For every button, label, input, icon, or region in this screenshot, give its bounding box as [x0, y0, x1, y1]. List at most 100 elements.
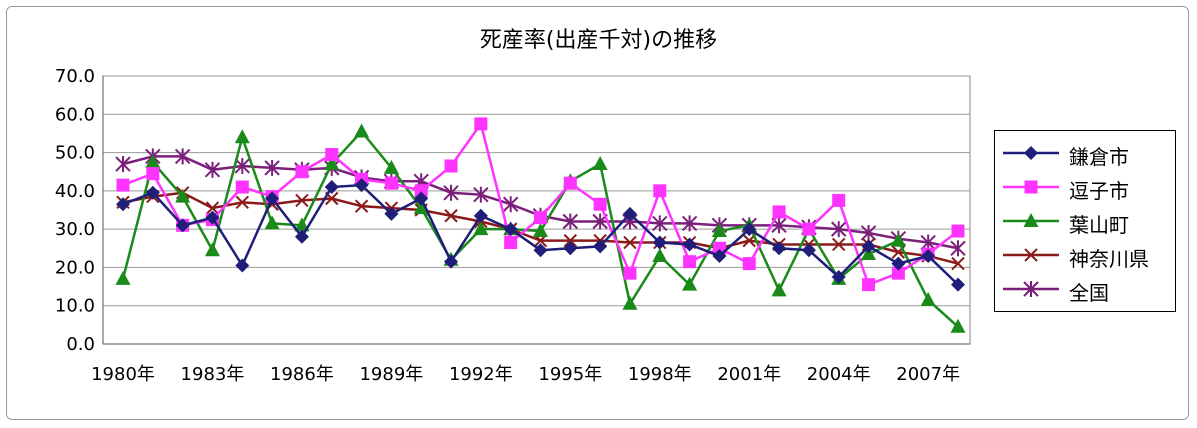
data-point	[145, 185, 160, 200]
data-point-stroke	[444, 209, 458, 223]
data-point	[592, 156, 608, 171]
data-point	[116, 178, 130, 192]
data-point	[890, 232, 906, 247]
data-point	[175, 188, 191, 203]
data-point	[473, 186, 489, 203]
data-point	[681, 215, 698, 232]
x-tick-label: 1983年	[181, 364, 245, 385]
data-point-stroke	[832, 237, 846, 252]
data-point	[474, 117, 488, 131]
data-point	[652, 235, 667, 250]
data-point	[235, 180, 249, 194]
data-point-stroke	[235, 195, 249, 210]
x-tick-label: 1986年	[270, 364, 334, 385]
y-tick-label: 70.0	[55, 66, 95, 87]
data-point	[205, 210, 220, 225]
data-point	[443, 184, 459, 201]
data-point	[831, 221, 847, 238]
legend-label: 逗子市	[1069, 179, 1129, 203]
legend-label: 葉山町	[1069, 213, 1129, 237]
data-point	[234, 157, 250, 174]
data-point	[145, 154, 161, 169]
data-point	[623, 266, 637, 280]
data-point	[951, 224, 965, 238]
legend-swatch	[1003, 180, 1059, 194]
y-tick-label: 40.0	[55, 181, 95, 202]
data-point-stroke	[951, 256, 965, 271]
data-point	[712, 248, 727, 263]
x-tick-label: 2004年	[807, 364, 871, 385]
data-point	[563, 233, 578, 248]
data-point	[235, 258, 250, 273]
data-point	[204, 242, 220, 257]
chart-title: 死産率(出産千対)の推移	[479, 28, 718, 53]
data-point	[593, 197, 607, 211]
legend-swatch	[1003, 248, 1059, 262]
data-point	[652, 215, 668, 232]
y-tick-label: 0.0	[66, 334, 95, 355]
legend-marker-stroke	[1024, 248, 1038, 262]
data-point	[622, 295, 638, 310]
data-point	[264, 159, 280, 176]
data-point	[563, 241, 578, 256]
data-point	[502, 196, 519, 213]
data-point-stroke	[205, 201, 220, 215]
x-tick-label: 1995年	[538, 364, 602, 385]
data-point	[413, 200, 429, 215]
data-point	[622, 206, 637, 221]
data-point	[234, 129, 250, 144]
legend-swatch	[1003, 146, 1059, 160]
data-point	[652, 247, 668, 262]
data-point	[444, 159, 458, 173]
data-point	[205, 201, 220, 215]
data-point	[862, 278, 876, 292]
data-point	[384, 206, 399, 221]
data-point	[950, 318, 966, 333]
data-point-stroke	[563, 233, 578, 248]
data-point-stroke	[354, 199, 369, 213]
legend-item: 逗子市	[995, 171, 1175, 205]
legend-marker	[1023, 281, 1039, 297]
data-point	[444, 209, 458, 223]
data-point	[295, 165, 309, 179]
x-tick-label: 1980年	[91, 364, 155, 385]
data-point	[204, 161, 221, 178]
data-point	[115, 270, 131, 285]
data-point	[683, 255, 697, 269]
data-point	[653, 184, 667, 198]
y-tick-label: 10.0	[55, 296, 95, 317]
legend-label: 神奈川県	[1069, 247, 1149, 271]
data-point	[444, 254, 459, 269]
legend-marker	[1023, 213, 1039, 227]
data-point	[772, 205, 786, 219]
data-point	[832, 237, 846, 252]
y-tick-label: 30.0	[55, 219, 95, 240]
data-point	[295, 193, 309, 208]
x-tick-label: 2001年	[717, 364, 781, 385]
data-point	[772, 241, 787, 256]
legend-item: 鎌倉市	[995, 137, 1175, 171]
data-point	[383, 159, 399, 174]
plot-area	[102, 75, 971, 345]
data-point	[742, 257, 756, 271]
data-point	[950, 240, 966, 257]
data-point	[802, 222, 816, 236]
data-point	[473, 221, 489, 236]
x-tick-label: 1998年	[628, 364, 692, 385]
data-point	[503, 222, 518, 237]
y-tick-label: 50.0	[55, 143, 95, 164]
data-point	[831, 270, 846, 284]
data-point	[921, 248, 936, 263]
x-tick-label: 1992年	[449, 364, 513, 385]
data-point	[563, 176, 577, 190]
legend-item: 葉山町	[995, 205, 1175, 239]
data-point	[175, 218, 190, 233]
legend-label: 全国	[1069, 281, 1109, 305]
data-point	[146, 167, 160, 181]
legend-marker	[1024, 248, 1038, 262]
data-point	[235, 195, 249, 210]
legend-swatch	[1003, 281, 1059, 297]
data-point	[325, 147, 339, 161]
x-tick-label: 1989年	[359, 364, 423, 385]
